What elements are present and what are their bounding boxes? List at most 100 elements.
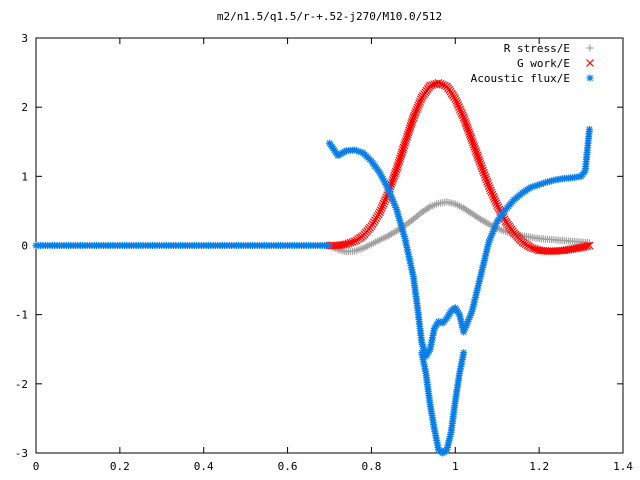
- data-marks: [32, 79, 594, 457]
- data-point: [476, 159, 485, 168]
- data-point: [455, 103, 463, 112]
- data-point: [491, 224, 499, 232]
- data-point: [398, 223, 406, 231]
- data-point: [405, 126, 414, 135]
- data-point: [408, 115, 417, 124]
- data-point: [389, 197, 397, 205]
- data-point: [412, 105, 421, 114]
- data-point: [376, 206, 385, 215]
- data-point: [346, 238, 355, 247]
- data-point: [528, 244, 537, 253]
- data-point: [482, 175, 491, 184]
- data-point: [465, 130, 474, 139]
- x-tick-label: 1.4: [613, 460, 633, 473]
- data-point: [490, 195, 499, 203]
- data-point: [489, 192, 498, 201]
- data-point: [406, 122, 415, 130]
- data-point: [396, 152, 405, 161]
- data-point: [475, 157, 484, 166]
- y-tick-label: 2: [21, 101, 28, 114]
- data-point: [462, 119, 470, 128]
- chart-title: m2/n1.5/q1.5/r-+.52-j270/M10.0/512: [217, 10, 442, 23]
- data-point: [389, 174, 398, 182]
- y-tick-label: 1: [21, 170, 28, 183]
- data-point: [398, 145, 407, 154]
- data-point: [451, 94, 460, 103]
- data-point: [377, 171, 385, 179]
- data-point: [395, 214, 403, 222]
- data-point: [388, 193, 396, 201]
- data-point: [415, 99, 424, 108]
- data-point: [391, 167, 400, 176]
- axes: 0 0.2 0.4 0.6 0.8 1 1.2 1.4 -3 -2 -1 0 1 2 3: [15, 32, 634, 473]
- data-point: [407, 120, 416, 128]
- data-point: [414, 101, 423, 110]
- data-point: [487, 232, 495, 240]
- legend-marker: [586, 59, 594, 67]
- legend-label: Acoustic flux/E: [471, 72, 570, 85]
- data-point: [390, 199, 398, 207]
- data-point: [380, 177, 388, 185]
- data-point: [438, 80, 447, 89]
- data-point: [409, 113, 418, 122]
- data-point: [527, 183, 535, 191]
- data-point: [541, 179, 549, 187]
- data-point: [486, 186, 495, 195]
- data-point: [381, 195, 390, 204]
- data-point: [585, 125, 593, 133]
- data-point: [394, 210, 402, 218]
- data-point: [401, 139, 409, 148]
- data-point: [408, 117, 416, 126]
- data-point: [526, 243, 535, 252]
- data-point: [531, 182, 539, 190]
- data-point: [426, 81, 435, 90]
- data-point: [399, 143, 408, 152]
- data-point: [490, 226, 498, 234]
- data-point: [480, 171, 489, 179]
- data-point: [411, 109, 419, 118]
- data-point: [348, 238, 357, 246]
- data-point: [477, 162, 486, 171]
- data-point: [392, 165, 401, 174]
- data-point: [342, 240, 351, 249]
- data-point: [393, 208, 401, 216]
- data-point: [469, 140, 478, 149]
- legend-label: R stress/E: [504, 42, 570, 55]
- data-point: [494, 203, 503, 212]
- data-point: [456, 107, 465, 116]
- data-point: [491, 197, 500, 206]
- y-tick-label: -2: [15, 378, 28, 391]
- data-point: [398, 147, 407, 156]
- data-point: [492, 221, 500, 229]
- legend: R stress/E G work/E Acoustic flux/E: [471, 42, 594, 85]
- data-point: [393, 163, 402, 172]
- data-point: [453, 99, 462, 107]
- data-point: [344, 239, 353, 248]
- data-point: [488, 230, 496, 238]
- data-point: [396, 219, 404, 227]
- data-point: [466, 132, 475, 141]
- data-point: [400, 141, 409, 150]
- data-point: [435, 318, 443, 326]
- data-point: [351, 146, 359, 154]
- data-point: [403, 132, 411, 141]
- data-point: [434, 79, 443, 87]
- data-point: [464, 126, 473, 134]
- data-point: [466, 313, 474, 321]
- data-point: [457, 109, 466, 118]
- data-point: [397, 150, 406, 159]
- data-point: [403, 130, 412, 139]
- data-point: [400, 232, 408, 240]
- data-point: [529, 183, 537, 191]
- data-point: [472, 149, 481, 158]
- data-point: [397, 221, 405, 229]
- data-point: [400, 230, 408, 238]
- data-point: [466, 311, 474, 319]
- data-point: [375, 208, 384, 217]
- data-point: [394, 161, 402, 169]
- data-point: [380, 197, 389, 206]
- data-point: [463, 320, 471, 328]
- data-point: [459, 113, 468, 122]
- data-point: [410, 111, 419, 120]
